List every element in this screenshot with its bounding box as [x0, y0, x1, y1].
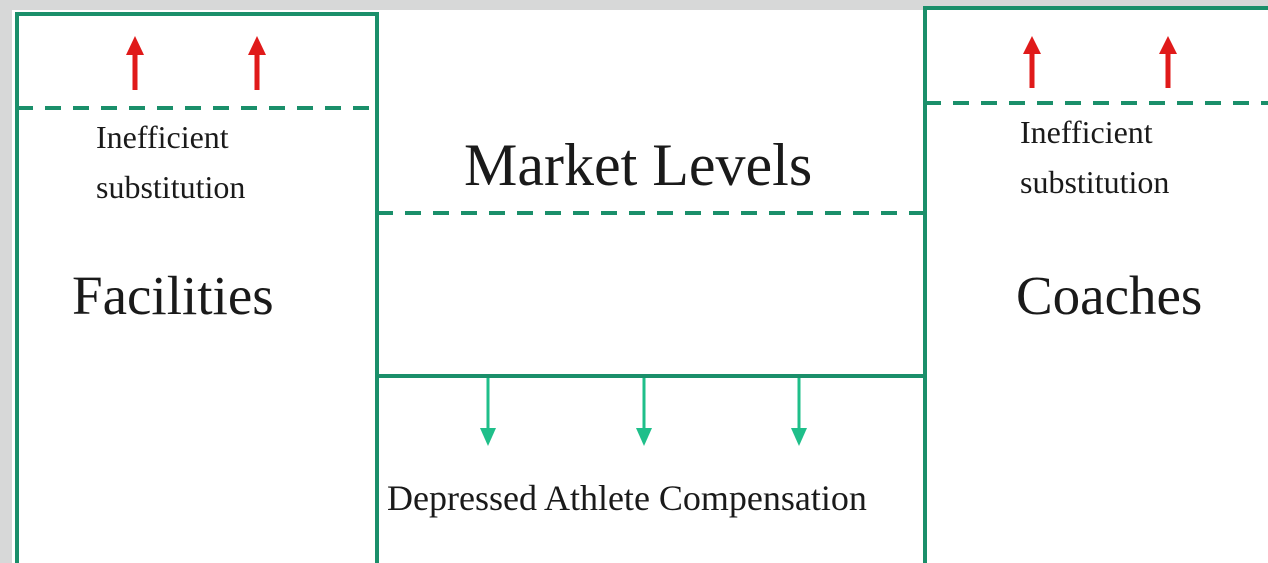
facilities-up-arrow-2	[248, 36, 266, 90]
market-levels-box: Market Levels	[377, 132, 925, 215]
coaches-up-arrow-1	[1023, 36, 1041, 88]
coaches-up-arrow-2	[1159, 36, 1177, 88]
coaches-title: Coaches	[1016, 265, 1202, 326]
facilities-note-line2: substitution	[96, 169, 245, 205]
facilities-up-arrow-1	[126, 36, 144, 90]
coaches-note-line2: substitution	[1020, 164, 1169, 200]
market-levels-title: Market Levels	[464, 132, 812, 198]
compensation-down-arrow-3	[791, 378, 807, 446]
compensation-down-arrow-1	[480, 378, 496, 446]
athlete-compensation-box-outline	[375, 374, 927, 563]
athlete-compensation-label: Depressed Athlete Compensation	[387, 478, 867, 518]
facilities-box: Inefficient substitution Facilities	[15, 12, 379, 563]
facilities-title: Facilities	[72, 265, 274, 326]
compensation-down-arrow-2	[636, 378, 652, 446]
facilities-box-outline	[15, 12, 379, 563]
coaches-note-line1: Inefficient	[1020, 114, 1153, 150]
facilities-note-line1: Inefficient	[96, 119, 229, 155]
coaches-box: Inefficient substitution Coaches	[923, 6, 1268, 563]
athlete-compensation-box: Depressed Athlete Compensation	[375, 374, 927, 563]
coaches-box-outline	[923, 6, 1268, 563]
